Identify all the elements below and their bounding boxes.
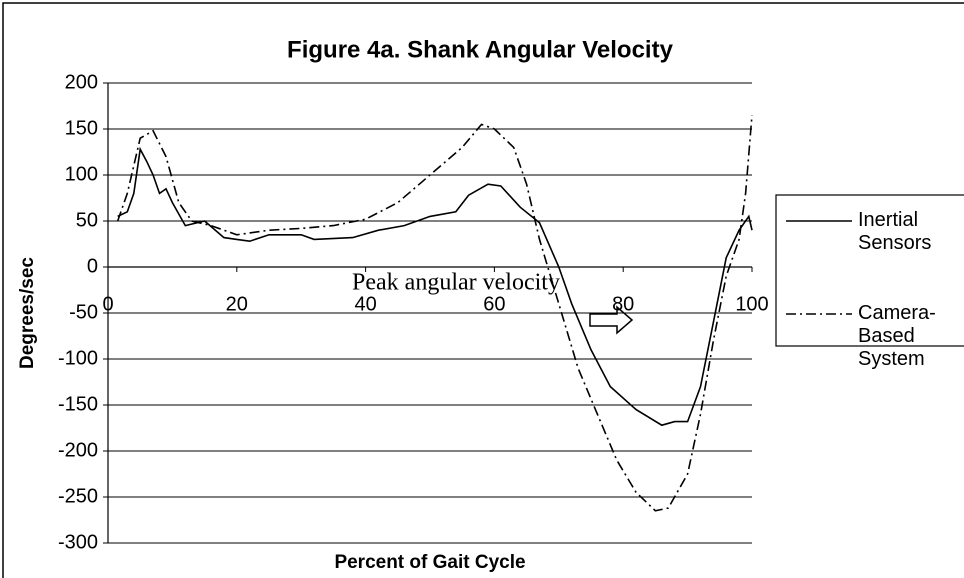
y-tick-label: 50 bbox=[76, 209, 98, 231]
y-tick-label: -300 bbox=[58, 531, 98, 553]
y-tick-label: -150 bbox=[58, 393, 98, 415]
x-axis-title: Percent of Gait Cycle bbox=[334, 552, 525, 573]
series-line bbox=[116, 115, 753, 512]
legend-box bbox=[775, 194, 964, 347]
y-axis-title: Degrees/sec bbox=[17, 257, 38, 369]
y-tick-label: 0 bbox=[87, 255, 98, 277]
x-tick-label: 40 bbox=[354, 293, 376, 315]
annotation: Peak angular velocity bbox=[352, 270, 560, 296]
x-tick-label: 100 bbox=[735, 293, 768, 315]
legend-label: Inertial Sensors bbox=[858, 209, 932, 254]
y-tick-label: -100 bbox=[58, 347, 98, 369]
y-tick-label: -200 bbox=[58, 439, 98, 461]
legend-label: Camera-Based System bbox=[858, 302, 936, 370]
x-tick-label: 80 bbox=[612, 293, 634, 315]
x-tick-label: 60 bbox=[483, 293, 505, 315]
y-tick-label: 150 bbox=[65, 117, 98, 139]
series-line bbox=[117, 146, 753, 427]
x-tick-label: 20 bbox=[226, 293, 248, 315]
y-tick-label: 100 bbox=[65, 163, 98, 185]
y-tick-label: 200 bbox=[65, 71, 98, 93]
y-tick-label: -250 bbox=[58, 485, 98, 507]
chart-title: Figure 4a. Shank Angular Velocity bbox=[287, 36, 674, 63]
y-tick-label: -50 bbox=[69, 301, 98, 323]
